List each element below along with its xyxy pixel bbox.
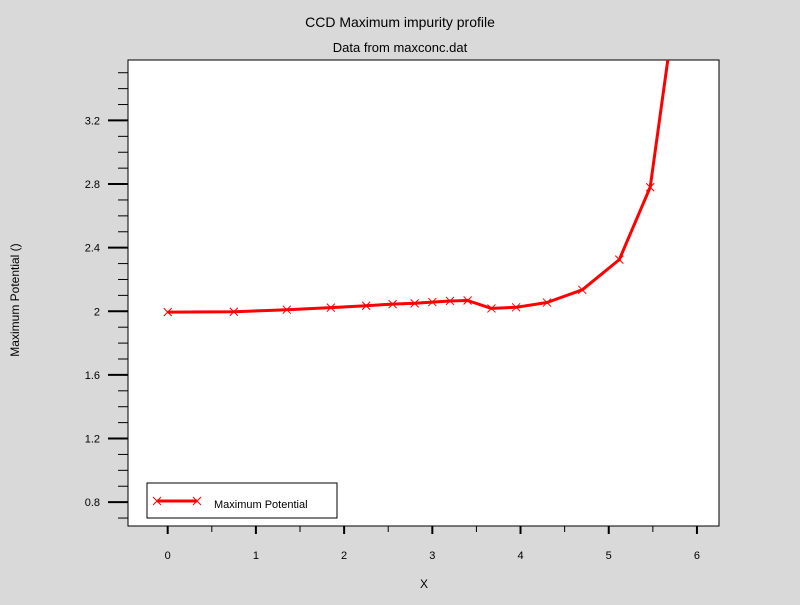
data-point-marker [463, 296, 472, 305]
data-point-marker [229, 307, 239, 317]
data-point-marker [410, 298, 420, 308]
data-point-marker [427, 297, 437, 307]
x-tick-label: 5 [606, 550, 612, 562]
y-tick-label: 3.2 [85, 115, 100, 127]
y-tick-label: 2 [94, 306, 100, 318]
marker-stroke [487, 304, 496, 313]
legend-label: Maximum Potential [214, 499, 308, 511]
legend: Maximum Potential [146, 482, 338, 519]
marker-stroke [326, 303, 336, 312]
data-point-marker [163, 307, 173, 317]
y-axis-label: Maximum Potential () [8, 243, 22, 356]
marker-stroke [388, 299, 397, 309]
marker-stroke [427, 297, 437, 307]
marker-stroke [542, 298, 552, 307]
data-point-marker [388, 299, 397, 309]
x-tick-label: 4 [517, 550, 523, 562]
series-group [163, 60, 670, 317]
marker-stroke [614, 255, 624, 264]
data-point-marker [445, 296, 455, 306]
marker-stroke [163, 307, 173, 317]
x-tick-label: 6 [694, 550, 700, 562]
data-point-marker [645, 182, 655, 192]
data-point-marker [282, 305, 292, 315]
marker-stroke [445, 296, 455, 306]
marker-stroke [361, 301, 371, 311]
marker-stroke [645, 182, 655, 192]
marker-stroke [511, 302, 521, 312]
data-point-marker [361, 301, 371, 311]
marker-stroke [577, 285, 587, 295]
marker-stroke [282, 305, 292, 315]
x-tick-label: 3 [429, 550, 435, 562]
chart-subtitle: Data from maxconc.dat [333, 40, 468, 55]
data-point-marker [326, 303, 336, 312]
plot-area [127, 59, 720, 527]
data-point-marker [511, 302, 521, 312]
y-axis: 0.8 1.2 1.6 2 2.4 2.8 3.2 [85, 72, 128, 519]
legend-marker-left [152, 496, 162, 506]
y-tick-label: 0.8 [85, 497, 100, 509]
x-tick-label: 1 [253, 550, 259, 562]
series-layer [163, 60, 670, 317]
x-tick-label: 2 [341, 550, 347, 562]
x-axis-label: X [420, 577, 428, 591]
chart-title: CCD Maximum impurity profile [305, 14, 495, 30]
x-axis: 0 1 2 3 4 5 6 [165, 526, 700, 562]
data-point-marker [487, 304, 496, 313]
marker-stroke [229, 307, 239, 317]
data-point-marker [577, 285, 587, 295]
y-tick-label: 1.6 [85, 370, 100, 382]
data-point-marker [542, 298, 552, 307]
legend-marker-right [192, 496, 202, 506]
y-tick-label: 2.8 [85, 179, 100, 191]
y-tick-label: 2.4 [85, 243, 100, 255]
x-tick-label: 0 [165, 550, 171, 562]
y-tick-label: 1.2 [85, 434, 100, 446]
data-point-marker [614, 255, 624, 264]
marker-stroke [410, 298, 420, 308]
marker-stroke [463, 296, 472, 305]
